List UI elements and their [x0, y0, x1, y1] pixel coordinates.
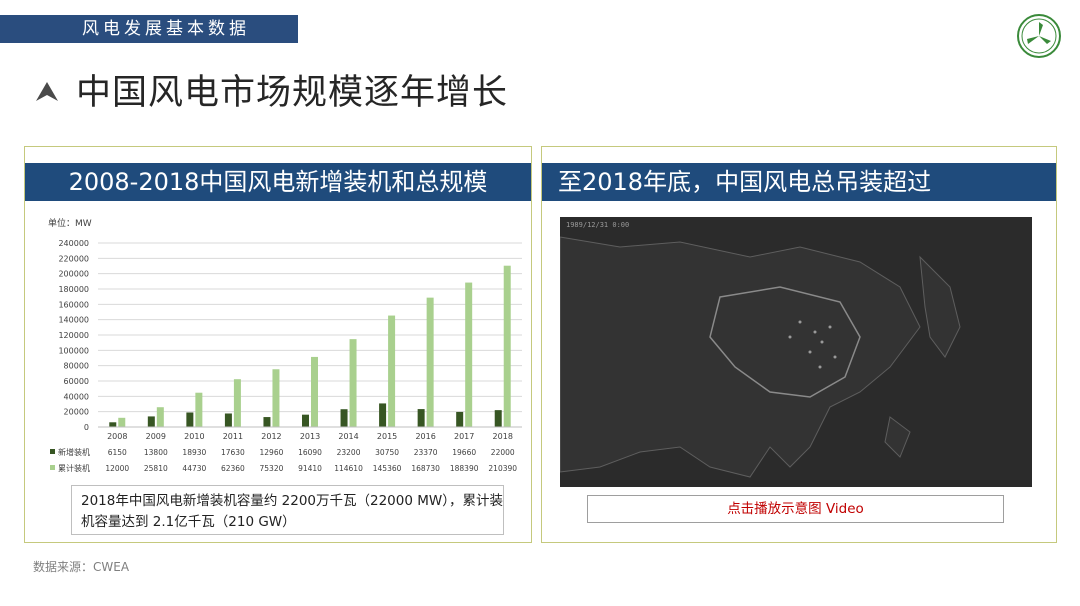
y-tick-label: 0 — [84, 423, 89, 432]
data-table-value: 23200 — [337, 448, 361, 457]
x-tick-label: 2013 — [300, 432, 320, 441]
title-arrow-icon — [36, 82, 58, 101]
bar-new-2013 — [302, 414, 309, 427]
bar-new-2011 — [224, 413, 232, 427]
map-graphic — [560, 217, 1032, 487]
y-tick-label: 20000 — [64, 408, 89, 417]
bar-total-2016 — [426, 297, 434, 427]
bar-new-2014 — [340, 409, 348, 427]
data-table-value: 91410 — [298, 464, 322, 473]
section-banner: 风电发展基本数据 — [0, 15, 298, 43]
y-tick-label: 120000 — [58, 331, 89, 340]
summary-note: 2018年中国风电新增装机容量约 2200万千瓦（22000 MW），累计装机容… — [71, 485, 504, 535]
y-axis-unit-label: 单位：MW — [48, 217, 92, 229]
y-tick-label: 60000 — [64, 377, 89, 386]
bar-new-2015 — [379, 403, 387, 427]
y-tick-label: 220000 — [58, 254, 89, 263]
legend-label: 累计装机 — [58, 463, 90, 473]
chart-panel: 2008-2018中国风电新增装机和总规模 单位：MW 0 20000 40000 60… — [24, 146, 532, 543]
bar-new-2017 — [456, 411, 464, 427]
bar-new-2009 — [147, 416, 155, 427]
legend-swatch — [50, 449, 55, 454]
x-tick-label: 2011 — [223, 432, 243, 441]
chart-panel-heading: 2008-2018中国风电新增装机和总规模 — [25, 163, 531, 201]
data-table-value: 25810 — [144, 464, 168, 473]
y-tick-label: 100000 — [58, 346, 89, 355]
data-table-value: 75320 — [260, 464, 284, 473]
bar-total-2015 — [388, 315, 396, 427]
bar-new-2012 — [263, 417, 271, 427]
data-table-value: 19660 — [452, 448, 476, 457]
map-panel: 至2018年底，中国风电总吊装超过 1989/12/31 0:00 点击播放示意… — [541, 146, 1057, 543]
data-table-value: 30750 — [375, 448, 399, 457]
y-tick-label: 200000 — [58, 270, 89, 279]
bar-new-2010 — [186, 412, 194, 427]
legend-swatch — [50, 465, 55, 470]
bar-new-2018 — [494, 410, 502, 427]
bar-total-2014 — [349, 339, 357, 427]
data-table-value: 114610 — [334, 464, 363, 473]
map-timestamp: 1989/12/31 0:00 — [566, 221, 630, 229]
y-tick-label: 240000 — [58, 239, 89, 248]
data-table-value: 62360 — [221, 464, 245, 473]
bar-total-2018 — [503, 265, 511, 427]
x-tick-label: 2017 — [454, 432, 474, 441]
y-tick-label: 160000 — [58, 300, 89, 309]
data-table-value: 16090 — [298, 448, 322, 457]
bar-new-2008 — [109, 422, 117, 427]
y-tick-label: 140000 — [58, 316, 89, 325]
data-source: 数据来源：CWEA — [33, 560, 130, 574]
wind-map-video[interactable]: 1989/12/31 0:00 — [560, 217, 1032, 487]
x-tick-label: 2014 — [338, 432, 358, 441]
x-tick-label: 2008 — [107, 432, 127, 441]
data-table-value: 23370 — [414, 448, 438, 457]
bar-total-2008 — [118, 417, 126, 427]
y-tick-label: 80000 — [64, 362, 89, 371]
x-tick-label: 2015 — [377, 432, 397, 441]
x-tick-label: 2016 — [415, 432, 435, 441]
bar-new-2016 — [417, 409, 425, 427]
section-title: 风电发展基本数据 — [82, 19, 250, 39]
bar-total-2009 — [156, 407, 164, 427]
data-table-value: 6150 — [108, 448, 127, 457]
bar-total-2017 — [465, 282, 473, 427]
data-table-value: 145360 — [373, 464, 402, 473]
data-table-value: 44730 — [182, 464, 206, 473]
bar-total-2011 — [233, 379, 241, 427]
play-video-button[interactable]: 点击播放示意图 Video — [587, 495, 1004, 523]
x-tick-label: 2010 — [184, 432, 204, 441]
data-table-value: 188390 — [450, 464, 479, 473]
data-table-value: 22000 — [491, 448, 515, 457]
bar-total-2013 — [311, 356, 318, 427]
data-table-value: 210390 — [488, 464, 517, 473]
legend-label: 新增装机 — [58, 447, 90, 457]
bar-total-2012 — [272, 369, 280, 427]
page-title: 中国风电市场规模逐年增长 — [76, 73, 509, 113]
y-tick-label: 40000 — [64, 392, 89, 401]
data-table-value: 18930 — [182, 448, 206, 457]
data-table-value: 168730 — [411, 464, 440, 473]
data-table-value: 17630 — [221, 448, 245, 457]
x-tick-label: 2012 — [261, 432, 281, 441]
data-table-value: 13800 — [144, 448, 168, 457]
cwea-logo — [1017, 14, 1061, 58]
bar-chart: 单位：MW 0 20000 40000 60000 80000 100000 120000 14… — [48, 217, 522, 473]
x-tick-label: 2018 — [493, 432, 513, 441]
x-tick-label: 2009 — [146, 432, 166, 441]
map-panel-heading: 至2018年底，中国风电总吊装超过 — [542, 163, 1056, 201]
y-tick-label: 180000 — [58, 285, 89, 294]
data-table-value: 12960 — [260, 448, 284, 457]
data-table-value: 12000 — [105, 464, 129, 473]
bar-total-2010 — [195, 392, 203, 427]
